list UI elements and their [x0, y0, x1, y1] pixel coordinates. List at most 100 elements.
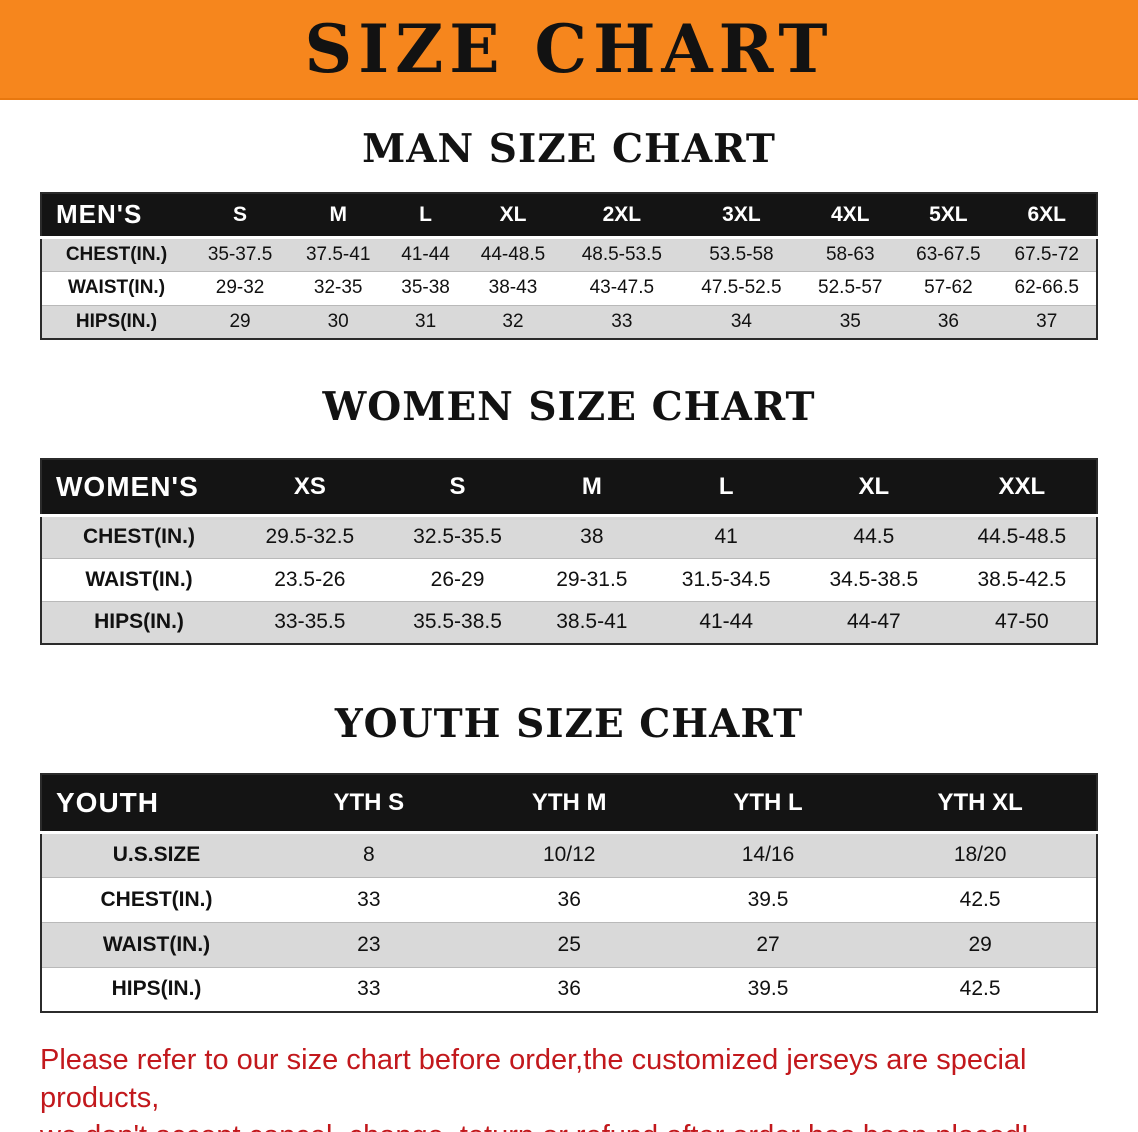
size-value-cell: 34.5-38.5: [829, 567, 919, 591]
size-value-cell: 53.5-58: [709, 243, 774, 265]
table-row: WAIST(IN.) 29-32 32-35 35-38 38-43 43-47.5 47.…: [41, 271, 1097, 305]
size-value-cell: 44.5: [853, 525, 895, 548]
size-value-cell: 41: [714, 525, 738, 548]
size-value-cell: 42.5: [959, 977, 1001, 1001]
size-value-cell: 35: [839, 310, 861, 332]
size-value-cell: 38: [580, 525, 604, 548]
size-value-cell: 29: [229, 310, 251, 332]
size-value-cell: 38.5-41: [556, 610, 628, 634]
table-row: CHEST(IN.) 35-37.5 37.5-41 41-44 44-48.5 48.5…: [41, 237, 1097, 271]
size-value-cell: 27: [756, 932, 780, 956]
column-header: 3XL: [681, 193, 802, 239]
row-label: CHEST(IN.): [100, 887, 213, 911]
column-header: 5XL: [899, 193, 998, 239]
size-value-cell: 48.5-53.5: [581, 243, 662, 265]
column-header: XL: [800, 459, 948, 517]
size-value-cell: 30: [327, 310, 349, 332]
size-value-cell: 34: [730, 310, 752, 332]
page-title: SIZE CHART: [304, 10, 834, 88]
table-row: HIPS(IN.) 33 36 39.5 42.5: [41, 967, 1097, 1012]
size-value-cell: 36: [557, 887, 581, 911]
size-value-cell: 31: [415, 310, 437, 332]
size-value-cell: 33: [357, 887, 381, 911]
size-value-cell: 33-35.5: [274, 610, 346, 634]
row-label: HIPS(IN.): [111, 977, 202, 1001]
size-value-cell: 38-43: [488, 277, 538, 298]
table-row: U.S.SIZE 8 10/12 14/16 18/20: [41, 832, 1097, 877]
size-value-cell: 38.5-42.5: [977, 567, 1067, 591]
size-value-cell: 62-66.5: [1014, 277, 1079, 298]
row-label: HIPS(IN.): [94, 610, 184, 634]
size-value-cell: 63-67.5: [916, 243, 981, 265]
size-value-cell: 31.5-34.5: [681, 567, 771, 591]
column-header: 6XL: [997, 193, 1097, 239]
table-corner-label: WOMEN'S: [41, 459, 236, 517]
table-row: HIPS(IN.) 29 30 31 32 33 34 35 36 37: [41, 305, 1097, 339]
column-header: 2XL: [562, 193, 682, 239]
table-row: CHEST(IN.) 29.5-32.5 32.5-35.5 38 41 44.5 44.5…: [41, 515, 1097, 558]
size-value-cell: 35-37.5: [207, 243, 273, 265]
column-header: YTH L: [671, 774, 865, 834]
row-label: WAIST(IN.): [102, 932, 211, 956]
table-row: CHEST(IN.) 33 36 39.5 42.5: [41, 877, 1097, 922]
header-row: YOUTH YTH S YTH M YTH L YTH XL: [41, 774, 1097, 834]
row-label: HIPS(IN.): [75, 310, 158, 332]
size-value-cell: 29-32: [215, 277, 265, 298]
size-value-cell: 26-29: [430, 567, 485, 591]
size-value-cell: 10/12: [542, 843, 596, 866]
size-value-cell: 29.5-32.5: [265, 525, 355, 548]
size-value-cell: 39.5: [747, 977, 789, 1001]
size-value-cell: 8: [362, 843, 375, 866]
size-value-cell: 29: [968, 932, 992, 956]
women-section-heading: WOMEN SIZE CHART: [322, 384, 816, 430]
men-size-table: MEN'S S M L XL 2XL 3XL 4XL 5XL 6XL CHEST(IN.) 35-37…: [40, 192, 1098, 340]
size-value-cell: 32: [502, 310, 524, 332]
size-value-cell: 33: [611, 310, 633, 332]
size-value-cell: 36: [557, 977, 581, 1001]
youth-section-heading: YOUTH SIZE CHART: [334, 701, 804, 747]
size-value-cell: 39.5: [747, 887, 789, 911]
column-header: L: [652, 459, 801, 517]
column-header: YTH S: [271, 774, 467, 834]
row-label: U.S.SIZE: [112, 843, 201, 866]
row-label: CHEST(IN.): [83, 525, 195, 548]
size-value-cell: 25: [557, 932, 581, 956]
header-row: WOMEN'S XS S M L XL XXL: [41, 459, 1097, 517]
size-value-cell: 44.5-48.5: [977, 525, 1067, 548]
size-value-cell: 41-44: [401, 243, 450, 265]
size-value-cell: 29-31.5: [556, 567, 628, 591]
size-value-cell: 42.5: [959, 887, 1001, 911]
size-value-cell: 32-35: [313, 277, 363, 298]
column-header: YTH XL: [864, 774, 1097, 834]
women-section: WOMEN SIZE CHART WOMEN'S XS S M L XL XXL CHEST(…: [0, 384, 1138, 645]
size-value-cell: 14/16: [741, 843, 795, 866]
footer-note-line-2: we don't accept cancel, change, teturn o…: [40, 1117, 1138, 1132]
size-value-cell: 44-47: [847, 610, 901, 634]
table-corner-label: YOUTH: [41, 774, 271, 834]
row-label: CHEST(IN.): [65, 243, 168, 265]
column-header: M: [531, 459, 653, 517]
size-value-cell: 67.5-72: [1014, 243, 1079, 265]
size-value-cell: 35.5-38.5: [413, 610, 502, 634]
size-value-cell: 37.5-41: [305, 243, 371, 265]
footer-note: Please refer to our size chart before or…: [40, 1041, 1138, 1132]
size-value-cell: 23.5-26: [274, 567, 346, 591]
size-value-cell: 43-47.5: [589, 277, 655, 298]
size-value-cell: 57-62: [924, 277, 973, 298]
column-header: 4XL: [801, 193, 900, 239]
youth-section: YOUTH SIZE CHART YOUTH YTH S YTH M YTH L YTH…: [0, 701, 1138, 1013]
footer-note-line-1: Please refer to our size chart before or…: [40, 1044, 1027, 1114]
column-header: XXL: [947, 459, 1097, 517]
row-label: WAIST(IN.): [85, 567, 193, 591]
column-header: YTH M: [466, 774, 672, 834]
column-header: M: [289, 193, 388, 239]
table-corner-label: MEN'S: [41, 193, 191, 239]
column-header: XS: [236, 459, 384, 517]
size-value-cell: 44-48.5: [480, 243, 546, 265]
table-row: HIPS(IN.) 33-35.5 35.5-38.5 38.5-41 41-44 44-…: [41, 601, 1097, 644]
column-header: S: [383, 459, 532, 517]
row-label: WAIST(IN.): [67, 277, 166, 298]
column-header: L: [387, 193, 464, 239]
size-value-cell: 18/20: [953, 843, 1007, 866]
